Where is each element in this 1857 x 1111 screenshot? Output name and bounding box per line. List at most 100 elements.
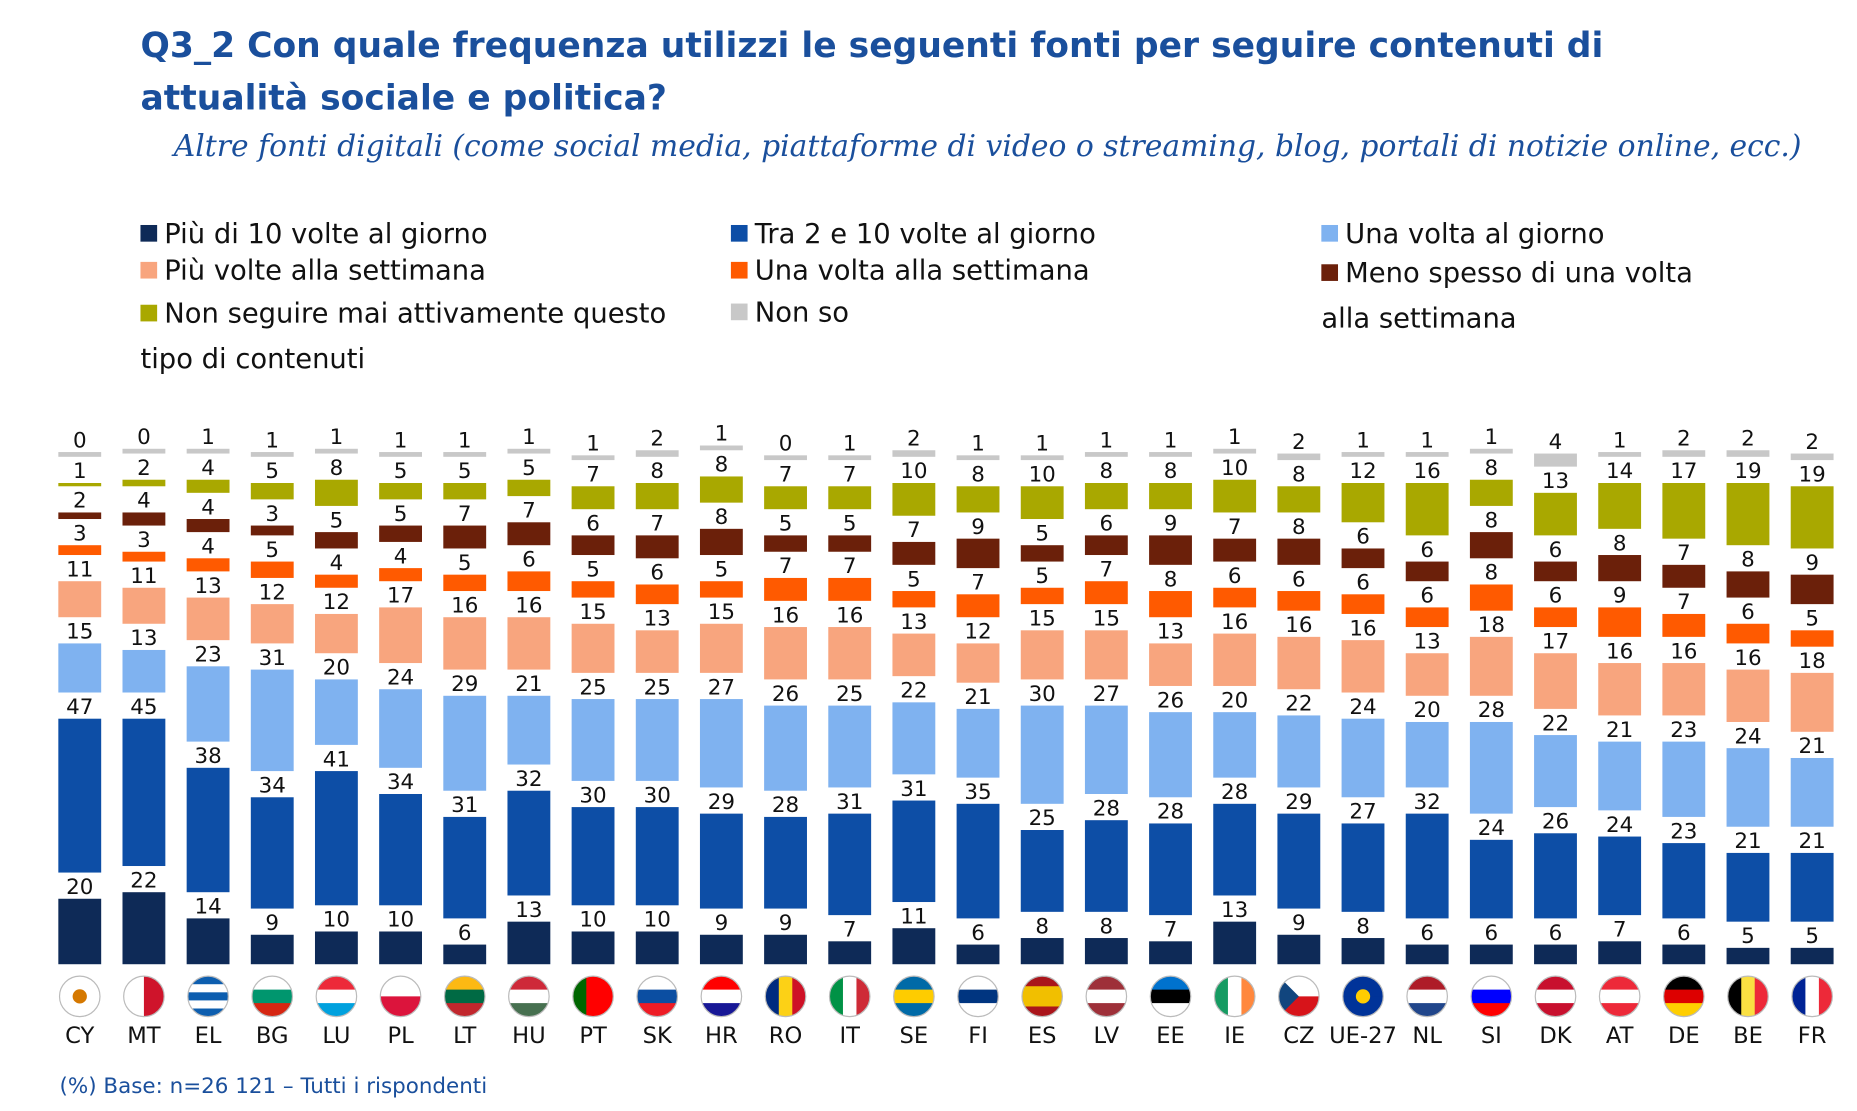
data-label: 8 [1100, 459, 1114, 484]
flag-border [1213, 975, 1256, 1018]
data-label: 17 [387, 584, 414, 609]
bar-segment [1149, 941, 1192, 965]
legend-swatch [730, 224, 748, 242]
data-label: 8 [1485, 561, 1499, 586]
data-label: 5 [458, 459, 472, 484]
bar-segment [1469, 448, 1513, 454]
data-label: 25 [1029, 806, 1056, 831]
flag-icon-CZ [1278, 976, 1320, 1017]
data-label: 8 [1613, 531, 1627, 556]
bar-segment [892, 702, 936, 775]
bar-segment [1469, 636, 1513, 696]
data-label: 3 [265, 502, 279, 527]
data-label: 5 [586, 557, 600, 582]
data-label: 10 [387, 908, 414, 933]
bar-segment [1149, 535, 1192, 565]
bar-segment [1790, 672, 1834, 732]
data-label: 28 [772, 793, 799, 818]
data-label: 2 [1805, 430, 1819, 455]
data-label: 7 [1677, 541, 1691, 566]
data-label: 7 [971, 571, 985, 596]
data-label: 12 [323, 590, 350, 615]
data-label: 30 [1029, 682, 1056, 707]
legend-label: Meno spesso di una volta alla settimana [1321, 258, 1693, 335]
bar-segment [699, 934, 743, 965]
bar-segment [443, 695, 487, 791]
data-label: 6 [522, 548, 536, 573]
bar-segment [379, 525, 422, 542]
data-label: 15 [708, 600, 735, 625]
bar-segment [1662, 663, 1706, 716]
bar-segment [379, 483, 422, 500]
bar-segment [764, 816, 807, 909]
data-label: 20 [1221, 688, 1248, 713]
bar-segment [956, 803, 1000, 919]
bar-segment [1790, 486, 1834, 549]
data-label: 20 [66, 875, 93, 900]
data-label: 19 [1734, 459, 1761, 484]
bar-segment [379, 931, 422, 965]
bar-BG: 9 34 31 12 5 3 5 1 [250, 428, 294, 965]
data-label: 8 [1035, 914, 1049, 939]
data-label: 7 [650, 512, 664, 537]
data-label: 9 [265, 911, 279, 936]
category-label: FI [968, 1023, 988, 1049]
bar-segment [58, 452, 102, 457]
bar-segment [1662, 450, 1706, 457]
data-label: 8 [1741, 548, 1755, 573]
data-label: 1 [1164, 428, 1178, 453]
bar-segment [635, 483, 679, 510]
category-label: FR [1798, 1023, 1827, 1049]
data-label: 6 [1356, 571, 1370, 596]
bar-segment [571, 623, 615, 673]
bar-NL: 6 32 20 13 6 6 16 1 [1405, 428, 1449, 965]
data-label: 10 [900, 459, 927, 484]
chart-subtitle: Altre fonti digitali (come social media,… [173, 128, 1802, 164]
bar-segment [1341, 718, 1385, 798]
category-label: HU [512, 1023, 546, 1049]
data-label: 8 [1485, 508, 1499, 533]
bar-segment [443, 617, 487, 670]
legend-swatch [730, 303, 748, 321]
flag-icon-SI [1471, 976, 1512, 1017]
data-label: 6 [586, 512, 600, 537]
bar-HU: 13 32 21 16 6 7 5 1 [507, 425, 551, 965]
bar-BE: 5 21 24 16 6 8 19 2 [1726, 427, 1770, 965]
data-label: 8 [1164, 459, 1178, 484]
data-label: 16 [1670, 639, 1697, 664]
bar-segment [1341, 594, 1385, 614]
bar-segment [1405, 721, 1449, 788]
bar-segment [443, 483, 487, 500]
data-label: 32 [515, 767, 542, 792]
data-label: 9 [1805, 551, 1819, 576]
bar-segment [571, 807, 615, 906]
bar-PT: 10 30 25 15 5 6 7 1 [571, 432, 615, 965]
data-label: 1 [522, 425, 536, 450]
legend-label: Non so [754, 297, 850, 329]
data-label: 7 [458, 502, 472, 527]
bar-segment [186, 767, 230, 893]
legend-item: Una volta al giorno [1321, 214, 1605, 254]
data-label: 32 [1414, 790, 1441, 815]
bar-segment [1534, 653, 1577, 709]
bar-segment [1469, 584, 1513, 611]
flag-icon-BG [252, 976, 293, 1017]
data-label: 5 [330, 508, 344, 533]
data-label: 6 [1228, 564, 1242, 589]
bar-segment [1726, 450, 1770, 457]
data-label: 18 [1478, 613, 1505, 638]
data-label: 7 [1677, 590, 1691, 615]
data-label: 1 [971, 432, 985, 457]
bar-segment [379, 568, 422, 582]
data-label: 6 [458, 921, 472, 946]
bar-segment [1149, 643, 1192, 686]
bar-segment [314, 931, 358, 965]
flag-border [1470, 975, 1513, 1018]
data-label: 6 [1677, 921, 1691, 946]
legend-swatch [140, 304, 158, 322]
data-label: 7 [907, 518, 921, 543]
bar-segment [1598, 452, 1642, 457]
bar-segment [1084, 535, 1128, 556]
bar-SK: 10 30 25 13 6 7 8 2 [635, 427, 679, 965]
data-label: 10 [1029, 463, 1056, 488]
